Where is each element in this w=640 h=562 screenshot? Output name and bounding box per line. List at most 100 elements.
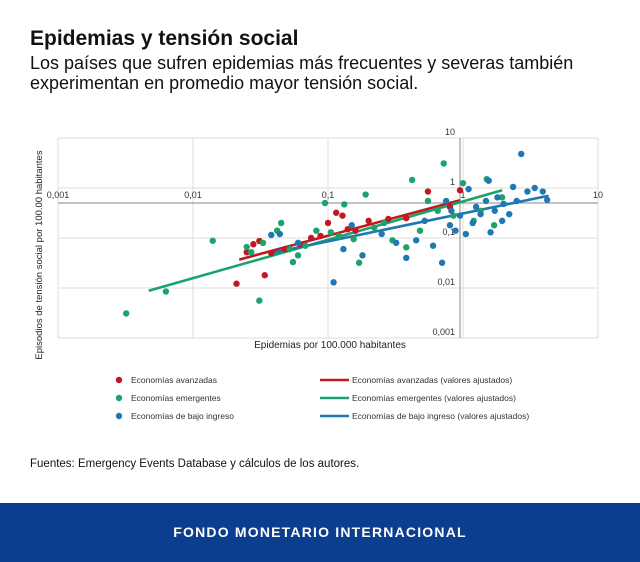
point-avanzadas [261, 272, 268, 279]
point-bajo_ingreso [340, 245, 347, 253]
legend-label-emergentes: Economías emergentes [131, 393, 221, 403]
footer-bar: FONDO MONETARIO INTERNACIONAL [0, 503, 640, 562]
point-bajo_ingreso [446, 222, 454, 229]
page-title: Epidemias y tensión social [30, 27, 299, 50]
legend-marker-bajo_ingreso [115, 412, 123, 420]
x-axis-label: Epidemias por 100.000 habitantes [254, 340, 406, 351]
legend-fit-label-emergentes: Economías emergentes (valores ajustados) [352, 393, 516, 403]
point-emergentes [498, 194, 506, 201]
point-emergentes [408, 176, 416, 184]
point-bajo_ingreso [469, 219, 476, 227]
point-bajo_ingreso [513, 197, 520, 205]
point-bajo_ingreso [438, 259, 446, 266]
point-emergentes [341, 201, 348, 208]
point-avanzadas [456, 187, 464, 194]
point-bajo_ingreso [465, 185, 472, 193]
x-tick-label: 1 [460, 190, 465, 200]
point-emergentes [321, 199, 329, 207]
point-bajo_ingreso [539, 188, 546, 195]
point-emergentes [490, 222, 498, 229]
point-emergentes [259, 239, 267, 247]
point-bajo_ingreso [462, 230, 470, 238]
point-bajo_ingreso [452, 227, 459, 234]
point-avanzadas [403, 214, 410, 222]
point-bajo_ingreso [506, 210, 513, 218]
point-bajo_ingreso [477, 210, 484, 218]
scatter-chart: 0,001 0,01 0,1 1 10 10 1 0,1 0,01 0,001 Epidemias… [34, 127, 603, 421]
point-emergentes [209, 237, 216, 244]
point-avanzadas [317, 232, 324, 240]
page-subtitle: Los países que sufren epidemias más frec… [30, 53, 574, 93]
legend-label-avanzadas: Economías avanzadas [131, 375, 217, 385]
fitted-line-bajo_ingreso [271, 194, 549, 255]
point-avanzadas [281, 245, 289, 253]
point-bajo_ingreso [403, 254, 410, 262]
legend-marker-emergentes [115, 394, 123, 402]
point-emergentes [403, 244, 410, 251]
point-avanzadas [352, 227, 359, 234]
legend-label-bajo_ingreso: Economías de bajo ingreso [131, 411, 234, 421]
point-emergentes [424, 197, 432, 205]
point-emergentes [459, 179, 467, 187]
point-emergentes [434, 207, 441, 214]
legend-marker-avanzadas [115, 376, 123, 384]
footer-brand: FONDO MONETARIO INTERNACIONAL [173, 524, 467, 540]
x-tick-label: 0,1 [322, 190, 335, 200]
point-emergentes [162, 288, 170, 295]
point-bajo_ingreso [268, 231, 275, 239]
point-emergentes [440, 160, 447, 167]
point-emergentes [355, 259, 363, 266]
point-avanzadas [233, 280, 240, 287]
point-bajo_ingreso [498, 217, 506, 225]
y-tick-label: 0,1 [442, 227, 455, 237]
point-bajo_ingreso [485, 177, 492, 184]
point-avanzadas [332, 209, 340, 216]
point-emergentes [450, 212, 457, 219]
y-tick-label: 0,001 [432, 327, 455, 337]
point-bajo_ingreso [448, 207, 455, 214]
point-bajo_ingreso [518, 150, 525, 158]
point-emergentes [289, 258, 297, 266]
point-emergentes [277, 219, 285, 227]
point-emergentes [294, 252, 302, 259]
point-bajo_ingreso [456, 212, 464, 219]
point-emergentes [243, 243, 250, 251]
point-bajo_ingreso [509, 183, 517, 191]
point-bajo_ingreso [524, 188, 531, 195]
point-bajo_ingreso [276, 230, 284, 238]
legend-fit-label-bajo_ingreso: Economías de bajo ingreso (valores ajust… [352, 411, 529, 421]
point-avanzadas [268, 249, 275, 257]
point-avanzadas [324, 219, 332, 227]
tick-labels: 0,001 0,01 0,1 1 10 10 1 0,1 0,01 0,001 [47, 127, 603, 337]
y-tick-label: 10 [445, 127, 455, 137]
point-emergentes [248, 248, 255, 256]
point-bajo_ingreso [294, 239, 302, 247]
legend: Economías avanzadas Economías emergentes E… [115, 375, 529, 421]
point-avanzadas [243, 248, 250, 256]
point-bajo_ingreso [442, 197, 450, 205]
point-bajo_ingreso [359, 252, 366, 259]
point-emergentes [313, 227, 320, 234]
x-tick-label: 0,001 [47, 190, 70, 200]
point-avanzadas [365, 217, 372, 225]
point-bajo_ingreso [421, 217, 428, 225]
point-avanzadas [344, 225, 351, 233]
point-bajo_ingreso [429, 242, 437, 249]
x-tick-label: 0,01 [184, 190, 202, 200]
legend-fit-label-avanzadas: Economías avanzadas (valores ajustados) [352, 375, 512, 385]
point-bajo_ingreso [500, 200, 507, 208]
point-avanzadas [424, 188, 432, 195]
point-bajo_ingreso [491, 207, 498, 214]
point-bajo_ingreso [482, 197, 490, 205]
point-bajo_ingreso [348, 222, 355, 229]
y-tick-label: 0,01 [437, 277, 455, 287]
point-bajo_ingreso [412, 237, 420, 244]
point-emergentes [286, 245, 293, 253]
y-axis-label: Episodios de tensión social por 100.00 h… [34, 150, 45, 359]
point-emergentes [416, 227, 424, 234]
point-emergentes [350, 235, 357, 243]
source-note: Fuentes: Emergency Events Database y cál… [30, 458, 360, 470]
point-bajo_ingreso [543, 196, 551, 204]
point-emergentes [362, 191, 369, 198]
point-bajo_ingreso [330, 279, 337, 286]
